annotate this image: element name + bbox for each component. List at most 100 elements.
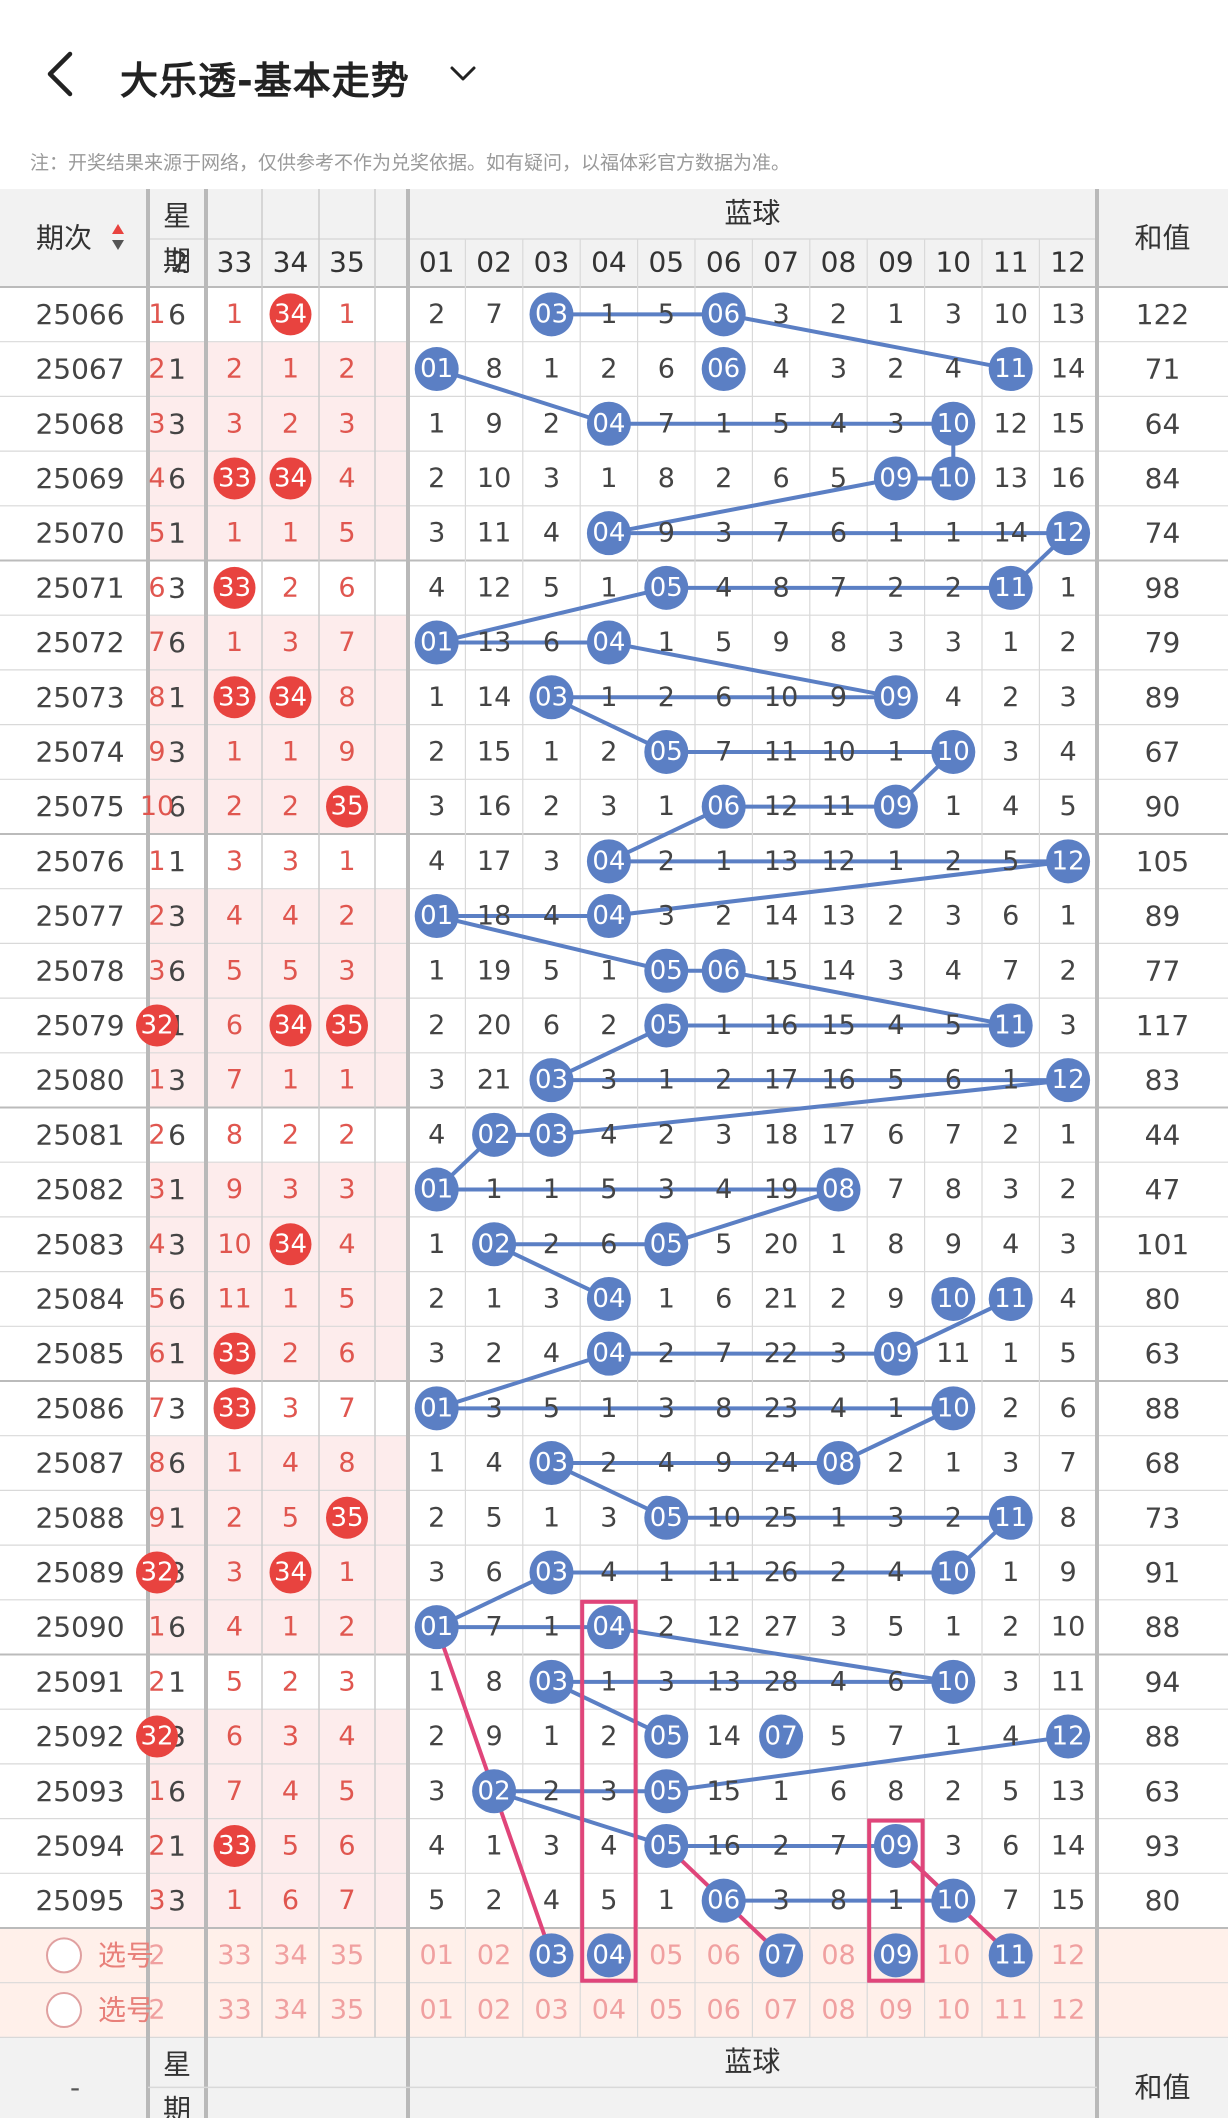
svg-text:21: 21 <box>764 1283 798 1314</box>
svg-text:01: 01 <box>420 901 453 931</box>
svg-text:25091: 25091 <box>35 1665 124 1698</box>
blue-ball <box>1046 839 1091 884</box>
svg-text:4: 4 <box>338 1229 355 1260</box>
table-row: 25087 68 1 4 8 1 4 03 2 4 9 24 08 2 1 3 7 68 <box>35 1441 1181 1486</box>
svg-text:3: 3 <box>658 1174 675 1205</box>
svg-text:2: 2 <box>428 1010 445 1041</box>
svg-text:7: 7 <box>148 627 165 658</box>
highlight-boxes <box>580 1599 925 1983</box>
trend-table[interactable]: 期次星期蓝球 和值 2 33 34 35 01 02 03 04 05 06 07 08 09 10 11 12 2… <box>0 189 1228 2118</box>
blue-ball <box>472 1769 517 1814</box>
svg-text:1: 1 <box>428 1448 445 1479</box>
svg-text:3: 3 <box>1002 1174 1019 1205</box>
svg-text:25088: 25088 <box>35 1501 124 1534</box>
svg-text:74: 74 <box>1145 517 1181 550</box>
svg-text:5: 5 <box>282 1502 299 1533</box>
blue-ball <box>988 347 1033 392</box>
svg-text:9: 9 <box>1060 1557 1077 1588</box>
svg-text:33: 33 <box>218 1831 251 1861</box>
svg-text:17: 17 <box>477 846 511 877</box>
svg-text:15: 15 <box>707 1776 741 1807</box>
blue-ball <box>644 1823 689 1868</box>
svg-text:1: 1 <box>338 299 355 330</box>
svg-text:2: 2 <box>282 1338 299 1369</box>
svg-text:3: 3 <box>945 299 962 330</box>
svg-text:8: 8 <box>830 1885 847 1916</box>
svg-text:4: 4 <box>1002 1721 1019 1752</box>
svg-text:2: 2 <box>658 1338 675 1369</box>
svg-text:09: 09 <box>879 682 912 712</box>
svg-text:11: 11 <box>1051 1666 1085 1697</box>
svg-text:4: 4 <box>428 1119 445 1150</box>
sort-icon[interactable] <box>112 224 124 250</box>
table-row: 25074 39 1 1 9 2 15 1 2 05 7 11 10 1 10 3 4 67 <box>35 729 1180 774</box>
page-title[interactable]: 大乐透-基本走势 <box>120 59 410 103</box>
svg-text:6: 6 <box>1002 1830 1019 1861</box>
blue-ball <box>873 456 918 501</box>
svg-text:47: 47 <box>1145 1173 1181 1206</box>
svg-text:14: 14 <box>477 682 511 713</box>
svg-text:10: 10 <box>140 791 174 822</box>
svg-text:25079: 25079 <box>35 1009 124 1042</box>
svg-text:蓝球: 蓝球 <box>724 2045 780 2078</box>
svg-text:8: 8 <box>486 1666 503 1697</box>
svg-text:3: 3 <box>428 1557 445 1588</box>
back-arrow-icon[interactable] <box>38 48 82 100</box>
svg-text:5: 5 <box>543 572 560 603</box>
blue-ball <box>931 1386 976 1431</box>
blue-ball <box>931 729 976 774</box>
svg-text:03: 03 <box>535 1940 568 1970</box>
blue-ball <box>1046 1714 1091 1759</box>
svg-text:10: 10 <box>994 299 1028 330</box>
svg-text:2: 2 <box>600 1721 617 1752</box>
svg-text:3: 3 <box>1002 1666 1019 1697</box>
blue-ball <box>759 1714 804 1759</box>
svg-text:6: 6 <box>168 954 186 987</box>
svg-text:12: 12 <box>1052 1065 1085 1095</box>
table-row: 25067 12 2 1 2 01 8 1 2 6 06 4 3 2 4 11 14 71 <box>35 347 1180 392</box>
svg-text:5: 5 <box>945 1010 962 1041</box>
svg-text:6: 6 <box>168 1282 186 1315</box>
svg-text:19: 19 <box>764 1174 798 1205</box>
svg-text:03: 03 <box>535 1667 568 1697</box>
select-row[interactable]: 选号2 33 34 35 01 02 03 04 05 06 07 08 09 10 11 12 <box>46 1992 1085 2029</box>
svg-text:25066: 25066 <box>35 298 124 331</box>
blue-ball <box>529 1441 574 1486</box>
svg-text:1: 1 <box>830 1229 847 1260</box>
svg-text:05: 05 <box>649 1995 683 2026</box>
blue-group-header: 蓝球 <box>724 197 780 230</box>
blue-ball <box>931 401 976 446</box>
chevron-down-icon[interactable] <box>448 62 478 86</box>
blue-ball <box>529 1058 574 1103</box>
svg-text:1: 1 <box>658 1885 675 1916</box>
svg-text:68: 68 <box>1145 1447 1181 1480</box>
svg-text:3: 3 <box>887 955 904 986</box>
svg-text:04: 04 <box>592 1995 626 2026</box>
red-ball <box>213 676 256 719</box>
svg-text:08: 08 <box>821 1940 855 1971</box>
svg-text:5: 5 <box>887 1065 904 1096</box>
svg-text:04: 04 <box>592 409 625 439</box>
select-row[interactable]: 选号2 33 34 35 01 02 03 04 05 06 07 08 09 10 11 12 <box>46 1933 1085 1978</box>
svg-text:3: 3 <box>168 900 186 933</box>
svg-text:05: 05 <box>650 573 683 603</box>
svg-text:15: 15 <box>477 736 511 767</box>
svg-text:6: 6 <box>830 518 847 549</box>
svg-text:4: 4 <box>543 518 560 549</box>
svg-text:32: 32 <box>140 1010 173 1040</box>
svg-text:08: 08 <box>822 1175 855 1205</box>
svg-text:6: 6 <box>486 1557 503 1588</box>
svg-text:1: 1 <box>168 845 186 878</box>
svg-text:2: 2 <box>1002 1119 1019 1150</box>
svg-text:1: 1 <box>543 1502 560 1533</box>
svg-text:4: 4 <box>428 1830 445 1861</box>
svg-text:01: 01 <box>420 1940 454 1971</box>
svg-text:77: 77 <box>1145 954 1181 987</box>
svg-text:4: 4 <box>226 1612 243 1643</box>
svg-text:4: 4 <box>600 1119 617 1150</box>
svg-text:13: 13 <box>707 1666 741 1697</box>
svg-text:6: 6 <box>168 1611 186 1644</box>
svg-text:33: 33 <box>218 463 251 493</box>
svg-text:4: 4 <box>715 572 732 603</box>
svg-text:3: 3 <box>773 1885 790 1916</box>
